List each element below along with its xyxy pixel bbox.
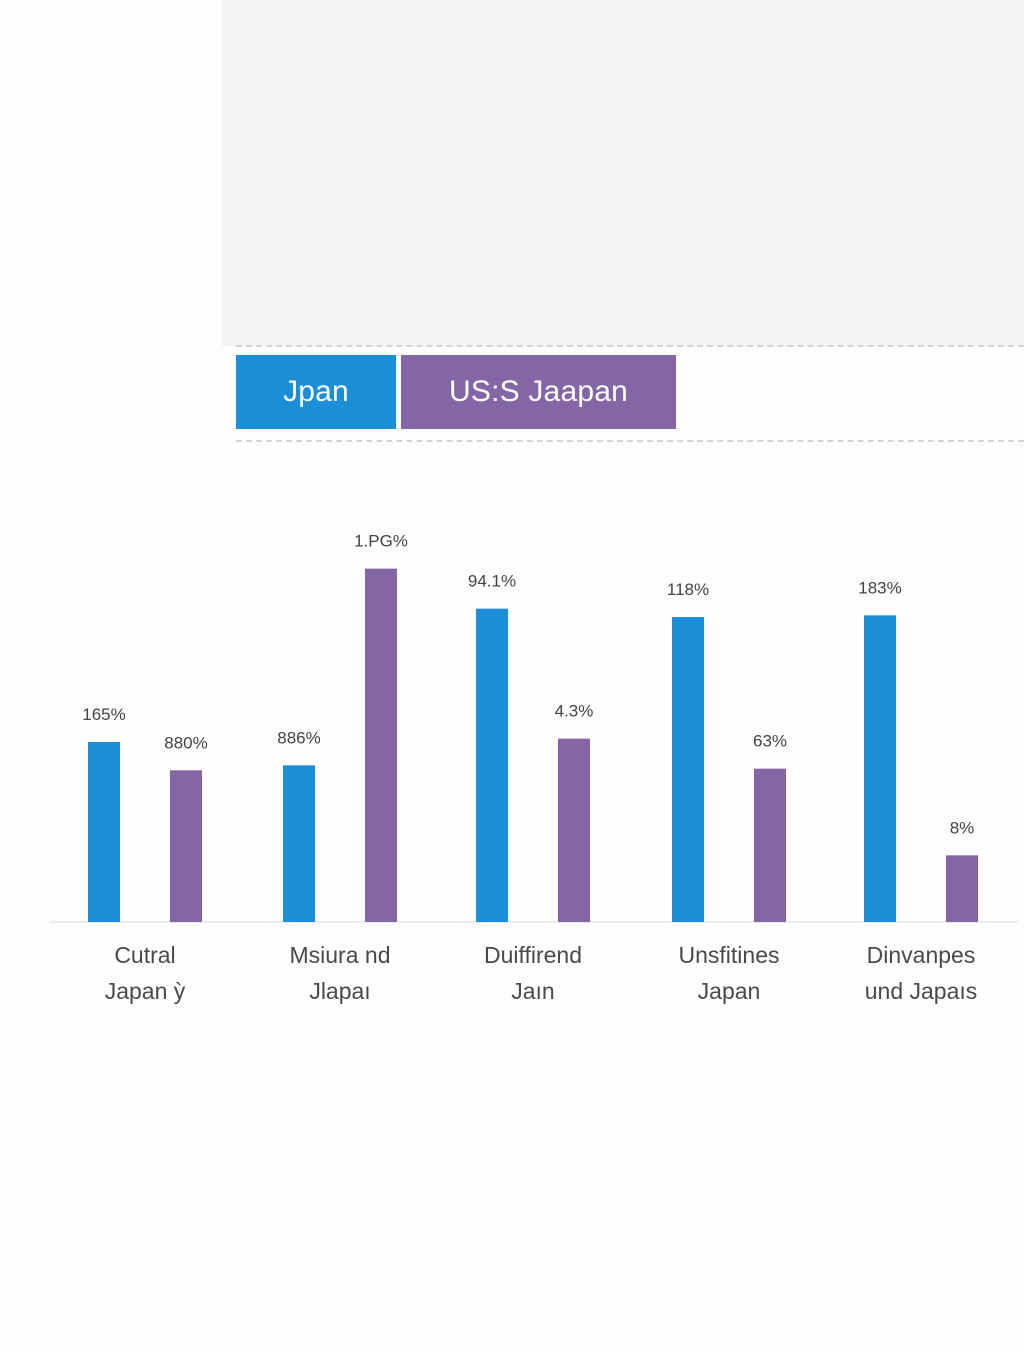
bar-series-2-cat-5[interactable] xyxy=(946,855,978,922)
x-tick-label-line: Japan xyxy=(697,978,761,1004)
data-label-series-2-cat-4: 63% xyxy=(753,732,787,751)
data-label-series-1-cat-5: 183% xyxy=(858,578,901,597)
legend-item-series-1[interactable]: Jpan xyxy=(236,355,396,429)
data-label-series-2-cat-2: 1.PG% xyxy=(354,532,408,551)
bar-series-1-cat-4[interactable] xyxy=(672,617,704,922)
x-tick-label-line: Jaın xyxy=(511,978,555,1004)
bar-series-1-cat-5[interactable] xyxy=(864,615,896,922)
data-label-series-1-cat-3: 94.1% xyxy=(468,572,516,591)
data-label-series-1-cat-2: 886% xyxy=(277,728,320,747)
x-tick-label-line: Msiura nd xyxy=(289,942,391,968)
legend-top-divider xyxy=(236,345,1024,347)
data-label-series-1-cat-1: 165% xyxy=(82,705,125,724)
bar-series-2-cat-4[interactable] xyxy=(754,768,786,922)
x-tick-label-line: Duiffirend xyxy=(483,942,583,968)
legend-bottom-divider xyxy=(236,440,1024,442)
data-label-series-2-cat-3: 4.3% xyxy=(555,702,594,721)
data-label-series-2-cat-1: 880% xyxy=(164,733,207,752)
legend-label-series-2: US:S Jaapan xyxy=(449,375,628,408)
x-tick-label-line: Japan ỳ xyxy=(104,978,186,1004)
x-tick-label-3: Duiffirend Jaın xyxy=(438,937,628,1009)
x-tick-label-line: Dinvanpes xyxy=(866,942,976,968)
bar-series-2-cat-2[interactable] xyxy=(365,568,397,922)
x-tick-label-line: und Japaıs xyxy=(864,978,978,1004)
data-label-series-1-cat-4: 118% xyxy=(667,580,709,599)
x-tick-label-line: Unsfitines xyxy=(678,942,780,968)
legend-label-series-1: Jpan xyxy=(283,375,349,408)
legend-item-series-2[interactable]: US:S Jaapan xyxy=(401,355,676,429)
bar-series-1-cat-1[interactable] xyxy=(88,742,120,922)
x-tick-label-5: Dinvanpes und Japaıs xyxy=(826,937,1016,1009)
data-label-series-2-cat-5: 8% xyxy=(950,818,975,837)
x-tick-label-2: Msiura nd Jlapaı xyxy=(245,937,435,1009)
x-tick-label-line: Jlapaı xyxy=(309,978,371,1004)
bar-series-2-cat-1[interactable] xyxy=(170,770,202,922)
bar-series-2-cat-3[interactable] xyxy=(558,738,590,922)
bar-series-1-cat-3[interactable] xyxy=(476,608,508,922)
x-tick-label-4: Unsfitines Japan xyxy=(634,937,824,1009)
x-tick-label-line: Cutral xyxy=(114,942,176,968)
x-tick-label-1: Cutral Japan ỳ xyxy=(50,937,240,1009)
top-panel xyxy=(222,0,1024,346)
bar-series-1-cat-2[interactable] xyxy=(283,765,315,922)
